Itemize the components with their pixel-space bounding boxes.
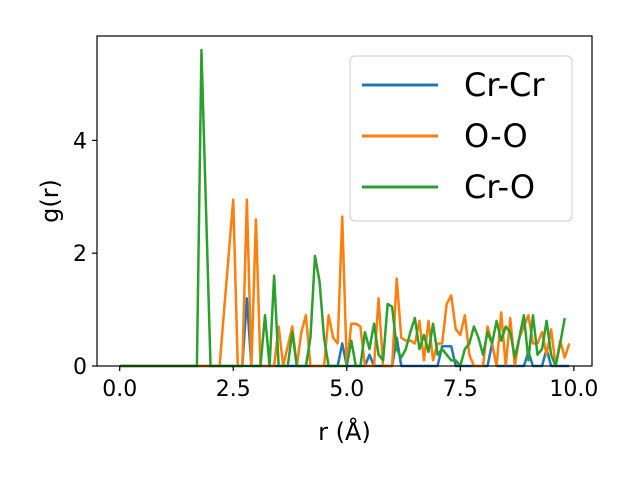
y-tick-label: 4 xyxy=(73,129,87,154)
y-axis-label: g(r) xyxy=(36,179,64,223)
x-tick-label: 5.0 xyxy=(329,377,364,402)
y-tick-label: 2 xyxy=(73,242,87,267)
legend-entries: Cr-Cr O-O Cr-O xyxy=(362,66,545,206)
legend-box xyxy=(349,55,573,222)
legend-label-o-o: O-O xyxy=(464,117,528,155)
x-axis-ticks: 0.0 2.5 5.0 7.5 10.0 xyxy=(102,366,598,402)
y-tick-label: 0 xyxy=(73,355,87,380)
x-tick-label: 2.5 xyxy=(216,377,251,402)
x-axis-label: r (Å) xyxy=(318,417,371,446)
x-tick-label: 10.0 xyxy=(549,377,598,402)
x-tick-label: 0.0 xyxy=(102,377,137,402)
x-tick-label: 7.5 xyxy=(443,377,478,402)
y-axis-ticks: 0 2 4 xyxy=(73,129,97,380)
legend-label-cr-o: Cr-O xyxy=(464,168,535,206)
legend: Cr-Cr O-O Cr-O xyxy=(349,55,573,222)
plot-frame xyxy=(96,35,593,367)
legend-label-cr-cr: Cr-Cr xyxy=(464,66,545,104)
